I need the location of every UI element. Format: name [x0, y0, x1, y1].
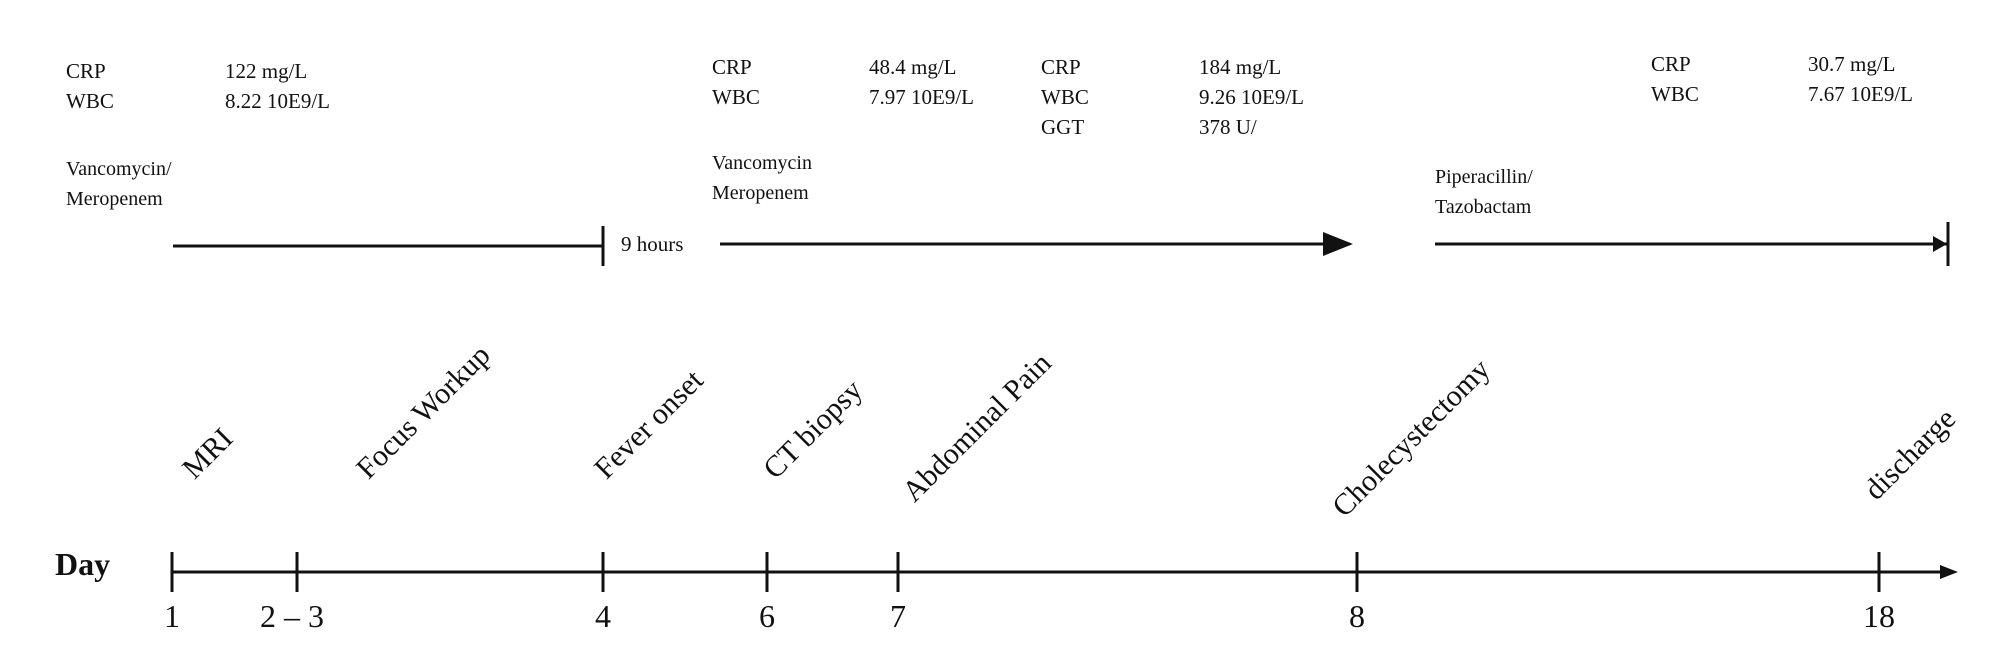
lab-value: 8.22 10E9/L — [225, 89, 330, 113]
day-tick-label: 4 — [595, 598, 611, 634]
lab-value: 184 mg/L — [1199, 55, 1282, 79]
lab-block-3-values: 184 mg/L 9.26 10E9/L 378 U/ — [1199, 52, 1304, 142]
lab-value: 48.4 mg/L — [869, 55, 957, 79]
lab-name: WBC — [712, 85, 760, 109]
interval-label: 9 hours — [621, 232, 684, 256]
antibiotic-line: Tazobactam — [1435, 196, 1532, 218]
antibiotic-line: Meropenem — [66, 188, 163, 210]
lab-value: 30.7 mg/L — [1808, 52, 1896, 76]
day-tick-label: 2 – 3 — [260, 598, 324, 634]
lab-value: 122 mg/L — [225, 59, 308, 83]
axis-title: Day — [55, 546, 111, 582]
lab-name: CRP — [1651, 52, 1691, 76]
day-tick-label: 7 — [890, 598, 906, 634]
antibiotic-label-3: Piperacillin/ Tazobactam — [1435, 162, 1533, 222]
course-3-arrowhead — [1933, 236, 1947, 252]
lab-block-1: CRP WBC — [66, 56, 114, 116]
day-tick-label: 6 — [759, 598, 775, 634]
lab-block-4-values: 30.7 mg/L 7.67 10E9/L — [1808, 49, 1913, 109]
antibiotic-line: Piperacillin/ — [1435, 166, 1533, 188]
lab-block-3: CRP WBC GGT — [1041, 52, 1089, 142]
antibiotic-label-2: Vancomycin Meropenem — [712, 148, 812, 208]
day-tick-label: 1 — [164, 598, 180, 634]
lab-name: CRP — [712, 55, 752, 79]
lab-name: WBC — [66, 89, 114, 113]
lab-name: WBC — [1651, 82, 1699, 106]
lab-block-2: CRP WBC — [712, 52, 760, 112]
antibiotic-label-1: Vancomycin/ Meropenem — [66, 154, 172, 214]
lab-name: WBC — [1041, 85, 1089, 109]
lab-name: CRP — [1041, 55, 1081, 79]
antibiotic-line: Vancomycin/ — [66, 158, 172, 180]
lab-value: 378 U/ — [1199, 115, 1257, 139]
lab-name: CRP — [66, 59, 106, 83]
lab-value: 7.67 10E9/L — [1808, 82, 1913, 106]
lab-block-1-values: 122 mg/L 8.22 10E9/L — [225, 56, 330, 116]
lab-block-4: CRP WBC — [1651, 49, 1699, 109]
day-tick-label: 18 — [1863, 598, 1895, 634]
day-tick-label: 8 — [1349, 598, 1365, 634]
lab-value: 7.97 10E9/L — [869, 85, 974, 109]
antibiotic-line: Meropenem — [712, 182, 809, 204]
lab-block-2-values: 48.4 mg/L 7.97 10E9/L — [869, 52, 974, 112]
lab-value: 9.26 10E9/L — [1199, 85, 1304, 109]
day-axis-arrowhead — [1940, 565, 1958, 579]
antibiotic-line: Vancomycin — [712, 152, 812, 174]
lab-name: GGT — [1041, 115, 1085, 139]
